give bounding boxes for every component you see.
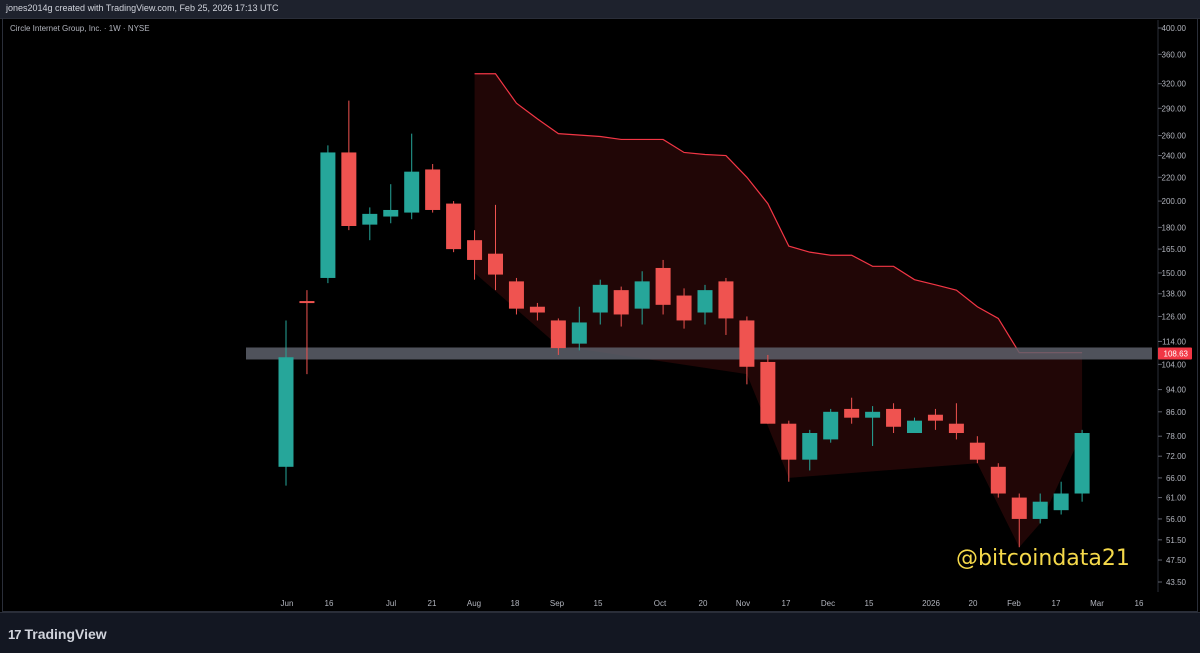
candle-down[interactable] bbox=[844, 408, 860, 418]
candle-down[interactable] bbox=[529, 306, 545, 313]
candle-up[interactable] bbox=[1074, 433, 1090, 494]
resistance-line[interactable] bbox=[474, 73, 1083, 354]
candle-up[interactable] bbox=[362, 213, 378, 225]
time-tick-label: 16 bbox=[325, 599, 334, 608]
price-tick-label: 240.00 bbox=[1162, 152, 1187, 161]
price-tick-label: 51.50 bbox=[1166, 536, 1187, 545]
time-tick-label: 16 bbox=[1135, 599, 1144, 608]
price-tick-label: 150.00 bbox=[1162, 269, 1187, 278]
price-tick-label: 320.00 bbox=[1162, 80, 1187, 89]
candle-down[interactable] bbox=[969, 442, 985, 460]
time-tick-label: Nov bbox=[736, 599, 750, 608]
time-tick-label: 20 bbox=[969, 599, 978, 608]
candle-up[interactable] bbox=[571, 322, 587, 344]
candle-down[interactable] bbox=[927, 414, 943, 421]
price-tick-label: 86.00 bbox=[1166, 408, 1187, 417]
time-tick-label: Feb bbox=[1007, 599, 1021, 608]
price-tick-label: 94.00 bbox=[1166, 386, 1187, 395]
price-tick-label: 61.00 bbox=[1166, 494, 1187, 503]
candlestick-chart[interactable]: 400.00 360.00 320.00 290.00 260.00 240.00 220.… bbox=[0, 0, 1200, 612]
candle-down[interactable] bbox=[655, 267, 671, 305]
price-tick-label: 400.00 bbox=[1162, 24, 1187, 33]
candle-down[interactable] bbox=[781, 423, 797, 460]
tradingview-logo-text: TradingView bbox=[24, 626, 107, 642]
time-tick-label: Aug bbox=[467, 599, 481, 608]
time-tick-label: Mar bbox=[1090, 599, 1104, 608]
candle-down[interactable] bbox=[550, 320, 566, 349]
candle-down[interactable] bbox=[886, 408, 902, 427]
candle-up[interactable] bbox=[823, 411, 839, 440]
time-tick-label: 15 bbox=[594, 599, 603, 608]
price-tick-label: 66.00 bbox=[1166, 474, 1187, 483]
candle-down[interactable] bbox=[467, 240, 483, 260]
footer: 17 TradingView bbox=[0, 612, 1200, 653]
time-tick-label: 15 bbox=[865, 599, 874, 608]
time-tick-label: Dec bbox=[821, 599, 835, 608]
candle-up[interactable] bbox=[592, 284, 608, 313]
candle-down[interactable] bbox=[299, 301, 315, 304]
price-tick-label: 104.00 bbox=[1162, 360, 1187, 369]
candle-down[interactable] bbox=[341, 152, 357, 227]
price-tick-label: 290.00 bbox=[1162, 104, 1187, 113]
tradingview-logo[interactable]: 17 TradingView bbox=[8, 626, 107, 642]
candle-up[interactable] bbox=[697, 290, 713, 313]
price-tick-label: 180.00 bbox=[1162, 223, 1187, 232]
time-tick-label: Jul bbox=[386, 599, 396, 608]
time-tick-label: 2026 bbox=[922, 599, 940, 608]
candle-down[interactable] bbox=[718, 281, 734, 319]
time-tick-label: 21 bbox=[428, 599, 437, 608]
price-tick-label: 56.00 bbox=[1166, 515, 1187, 524]
price-tick-label: 260.00 bbox=[1162, 132, 1187, 141]
tradingview-logo-icon: 17 bbox=[8, 626, 22, 642]
candle-up[interactable] bbox=[907, 420, 922, 434]
candle-down[interactable] bbox=[488, 253, 503, 275]
price-tick-label: 78.00 bbox=[1166, 432, 1187, 441]
candle-down[interactable] bbox=[446, 203, 462, 250]
candle-down[interactable] bbox=[1011, 497, 1027, 519]
price-tick-label: 138.00 bbox=[1162, 290, 1187, 299]
time-tick-label: Sep bbox=[550, 599, 565, 608]
candle-down[interactable] bbox=[990, 466, 1006, 494]
time-tick-label: Jun bbox=[281, 599, 294, 608]
candle-down[interactable] bbox=[508, 281, 524, 309]
candle-up[interactable] bbox=[278, 357, 294, 467]
chart-frame[interactable] bbox=[2, 18, 1198, 612]
candle-down[interactable] bbox=[739, 320, 755, 367]
candle-up[interactable] bbox=[802, 433, 818, 460]
candle-down[interactable] bbox=[676, 295, 692, 321]
price-tick-label: 165.00 bbox=[1162, 245, 1187, 254]
price-tick-label: 360.00 bbox=[1162, 50, 1187, 59]
price-tick-label: 220.00 bbox=[1162, 173, 1187, 182]
price-tick-label: 200.00 bbox=[1162, 197, 1187, 206]
created-by-text: jones2014g created with TradingView.com,… bbox=[6, 3, 279, 13]
candle-down[interactable] bbox=[613, 290, 629, 315]
price-tick-label: 47.50 bbox=[1166, 556, 1187, 565]
candle-up[interactable] bbox=[320, 152, 336, 278]
price-tick-label: 72.00 bbox=[1166, 452, 1187, 461]
candle-down[interactable] bbox=[948, 423, 964, 434]
time-tick-label: 18 bbox=[511, 599, 520, 608]
resistance-zone-fill bbox=[474, 73, 1083, 548]
price-tick-label: 114.00 bbox=[1162, 337, 1186, 346]
time-tick-label: Oct bbox=[654, 599, 667, 608]
symbol-legend: Circle Internet Group, Inc. · 1W · NYSE bbox=[10, 24, 150, 33]
candle-up[interactable] bbox=[634, 281, 650, 309]
watermark: @bitcoindata21 bbox=[956, 546, 1130, 571]
candle-up[interactable] bbox=[404, 171, 420, 213]
time-tick-label: 17 bbox=[782, 599, 791, 608]
candle-up[interactable] bbox=[1032, 501, 1048, 519]
time-tick-label: 17 bbox=[1052, 599, 1061, 608]
current-price-label: 108.63 bbox=[1164, 349, 1189, 358]
current-price-badge bbox=[1158, 347, 1192, 360]
time-tick-label: 20 bbox=[699, 599, 708, 608]
support-band[interactable] bbox=[246, 347, 1152, 360]
candle-down[interactable] bbox=[760, 361, 776, 424]
price-tick-label: 126.00 bbox=[1162, 312, 1187, 321]
candle-down[interactable] bbox=[425, 169, 441, 210]
candle-up[interactable] bbox=[1053, 493, 1069, 511]
price-tick-label: 43.50 bbox=[1166, 578, 1187, 587]
candle-up[interactable] bbox=[865, 411, 881, 418]
candle-up[interactable] bbox=[383, 209, 399, 217]
